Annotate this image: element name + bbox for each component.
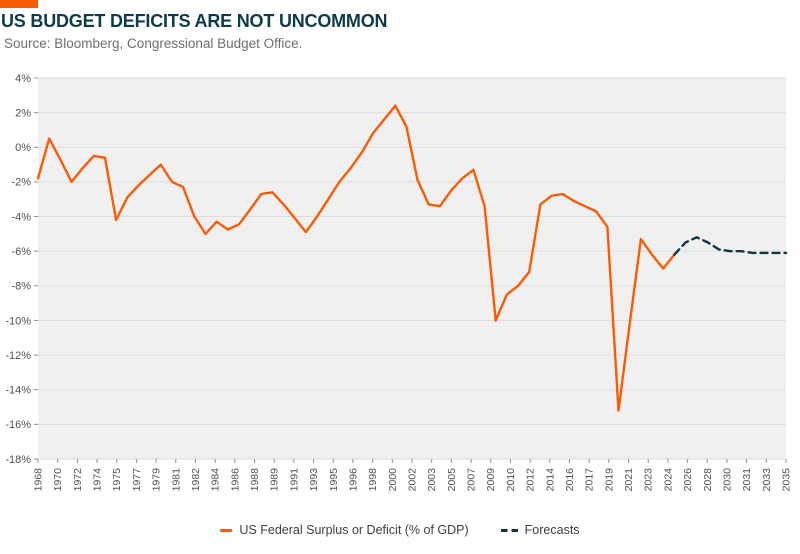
x-axis-label: 2035 [781,468,793,492]
x-axis-label: 1995 [328,468,340,492]
navy-dashed-swatch-icon [500,528,518,532]
x-axis-label: 2031 [741,468,753,492]
y-axis-label: -12% [5,350,31,362]
x-axis-label: 2007 [466,468,478,492]
legend-item-actual: US Federal Surplus or Deficit (% of GDP) [220,523,469,537]
y-axis-label: 0% [15,142,31,154]
x-axis-label: 2003 [426,468,438,492]
x-axis-label: 1989 [269,468,281,492]
x-axis-label: 1984 [210,468,222,492]
y-axis-label: -6% [11,246,31,258]
x-axis-label: 2016 [564,468,576,492]
x-axis-label: 1975 [111,468,123,492]
brand-accent-mark [0,0,38,8]
orange-line-swatch-icon [220,528,233,532]
y-axis-label: -2% [11,177,31,189]
x-axis-label: 1996 [347,468,359,492]
deficit-line-series [36,104,676,412]
y-axis-label: -18% [5,454,31,466]
x-axis-label: 1979 [151,468,163,492]
x-axis-label: 2023 [643,468,655,492]
x-axis-label: 2000 [387,468,399,492]
x-axis-label: 2019 [603,468,615,492]
x-axis-label: 2014 [544,468,556,492]
x-axis-label: 1981 [170,468,182,492]
x-axis-label: 1977 [131,468,143,492]
x-axis-label: 2026 [682,468,694,492]
y-axis-label: 4% [15,73,31,85]
x-axis-label: 2005 [446,468,458,492]
x-axis-label: 1982 [190,468,202,492]
source-caption: Source: Bloomberg, Congressional Budget … [4,36,303,51]
x-axis-label: 2028 [702,468,714,492]
legend-label-actual: US Federal Surplus or Deficit (% of GDP) [239,523,469,537]
x-axis-label: 1970 [52,468,64,492]
x-axis-label: 2009 [485,468,497,492]
x-axis-label: 1974 [92,468,104,492]
chart-legend: US Federal Surplus or Deficit (% of GDP)… [0,518,800,542]
x-axis-label: 2033 [761,468,773,492]
x-axis-label: 1986 [229,468,241,492]
y-axis-label: 2% [15,107,31,119]
legend-item-forecast: Forecasts [500,523,580,537]
plot-background [38,78,786,459]
x-axis-label: 2002 [407,468,419,492]
x-axis-label: 1993 [308,468,320,492]
x-axis-label: 2010 [505,468,517,492]
line-chart: 4% 2% 0% -2% -4% -6% -8% -10% -12% -14% -16% -18% 19… [0,62,800,514]
x-axis-label: 2024 [662,468,674,492]
x-axis-label: 1988 [249,468,261,492]
chart-canvas: 4%2%0%-2%-4%-6%-8%-10%-12%-14%-16%-18%19… [5,73,793,492]
x-axis-label: 2012 [525,468,537,492]
legend-label-forecast: Forecasts [524,523,580,537]
forecast-line-series [673,236,788,256]
x-axis-label: 1968 [33,468,45,492]
x-axis-label: 2021 [623,468,635,492]
x-axis-label: 2017 [584,468,596,492]
x-axis-label: 1972 [72,468,84,492]
page-title: US BUDGET DEFICITS ARE NOT UNCOMMON [1,11,388,31]
x-axis-label: 1998 [367,468,379,492]
y-axis-label: -14% [5,385,31,397]
x-axis-label: 1991 [288,468,300,492]
y-axis-label: -8% [11,281,31,293]
y-axis-label: -4% [11,211,31,223]
y-axis-label: -10% [5,315,31,327]
y-axis-label: -16% [5,419,31,431]
x-axis-label: 2030 [721,468,733,492]
